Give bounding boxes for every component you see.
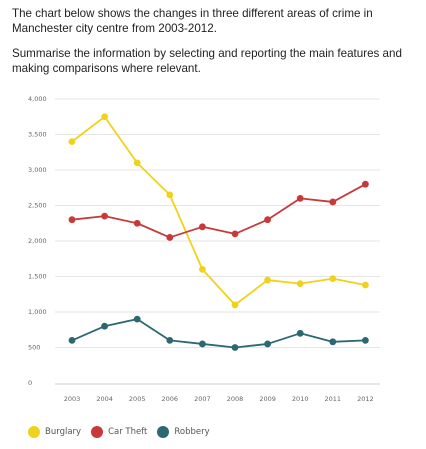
legend-label: Robbery: [174, 427, 210, 437]
y-tick-label: 1,500: [28, 273, 47, 281]
data-point-car-theft: [329, 198, 337, 206]
data-point-burglary: [264, 276, 271, 284]
legend-swatch: [157, 426, 170, 438]
data-point-burglary: [329, 275, 337, 283]
y-tick-label: 3,500: [28, 131, 47, 139]
data-point-robbery: [329, 338, 337, 346]
x-tick-label: 2007: [194, 395, 211, 403]
data-point-robbery: [362, 337, 369, 344]
y-tick-label: 2,000: [28, 237, 47, 245]
series-line-robbery: [71, 318, 366, 349]
data-point-burglary: [296, 280, 304, 287]
x-tick-label: 2004: [96, 395, 113, 403]
data-point-car-theft: [101, 212, 108, 220]
data-point-burglary: [166, 191, 174, 199]
x-tick-label: 2003: [64, 395, 81, 403]
legend-label: Car Theft: [108, 427, 148, 437]
y-tick-label: 1,000: [28, 308, 47, 316]
data-point-car-theft: [68, 216, 76, 224]
legend-swatch: [91, 426, 104, 438]
x-tick-label: 2011: [325, 395, 342, 403]
legend-item-car-theft: Car Theft: [91, 426, 147, 438]
legend-swatch: [28, 426, 40, 438]
line-chart: 0 500 1,000 1,500 2,000 2,500 3,000 3,500 4,000 2…: [28, 95, 380, 403]
data-point-robbery: [101, 322, 108, 330]
data-point-burglary: [231, 301, 239, 309]
data-point-burglary: [199, 266, 206, 273]
x-tick-label: 2012: [357, 395, 374, 403]
data-point-robbery: [231, 344, 239, 351]
y-tick-label: 0: [28, 379, 32, 387]
x-tick-label: 2008: [227, 395, 244, 403]
data-point-car-theft: [264, 216, 271, 224]
x-tick-label: 2006: [162, 395, 179, 403]
x-tick-label: 2010: [292, 395, 309, 403]
data-point-robbery: [166, 337, 174, 344]
intro-line-1: The chart below shows the changes in thr…: [12, 7, 373, 35]
x-tick-label: 2005: [129, 395, 146, 403]
data-point-robbery: [296, 329, 304, 337]
legend-item-robbery: Robbery: [157, 426, 210, 438]
legend-label: Burglary: [45, 427, 82, 437]
x-tick-label: 2009: [259, 395, 276, 403]
chart-legend: Burglary Car Theft Robbery: [28, 426, 220, 438]
y-tick-label: 2,500: [28, 202, 47, 210]
data-point-robbery: [133, 315, 141, 323]
data-point-car-theft: [231, 230, 239, 238]
y-tick-label: 500: [28, 344, 40, 352]
data-point-robbery: [68, 337, 76, 344]
y-tick-label: 3,000: [28, 166, 47, 174]
series-line-burglary: [71, 115, 366, 306]
data-point-car-theft: [296, 195, 304, 202]
data-point-robbery: [264, 340, 271, 348]
intro-line-2: Summarise the information by selecting a…: [12, 47, 402, 75]
data-point-car-theft: [199, 223, 206, 231]
data-point-burglary: [68, 138, 76, 145]
data-point-burglary: [133, 159, 141, 167]
data-point-robbery: [199, 340, 206, 348]
data-point-burglary: [101, 113, 108, 121]
intro-text: The chart below shows the changes in thr…: [12, 6, 418, 76]
data-point-car-theft: [362, 180, 369, 188]
legend-item-burglary: Burglary: [28, 426, 81, 438]
y-tick-label: 4,000: [28, 95, 47, 103]
data-point-car-theft: [166, 234, 174, 241]
data-point-car-theft: [133, 219, 141, 227]
data-point-burglary: [362, 281, 369, 289]
series-line-car-theft: [71, 183, 366, 239]
